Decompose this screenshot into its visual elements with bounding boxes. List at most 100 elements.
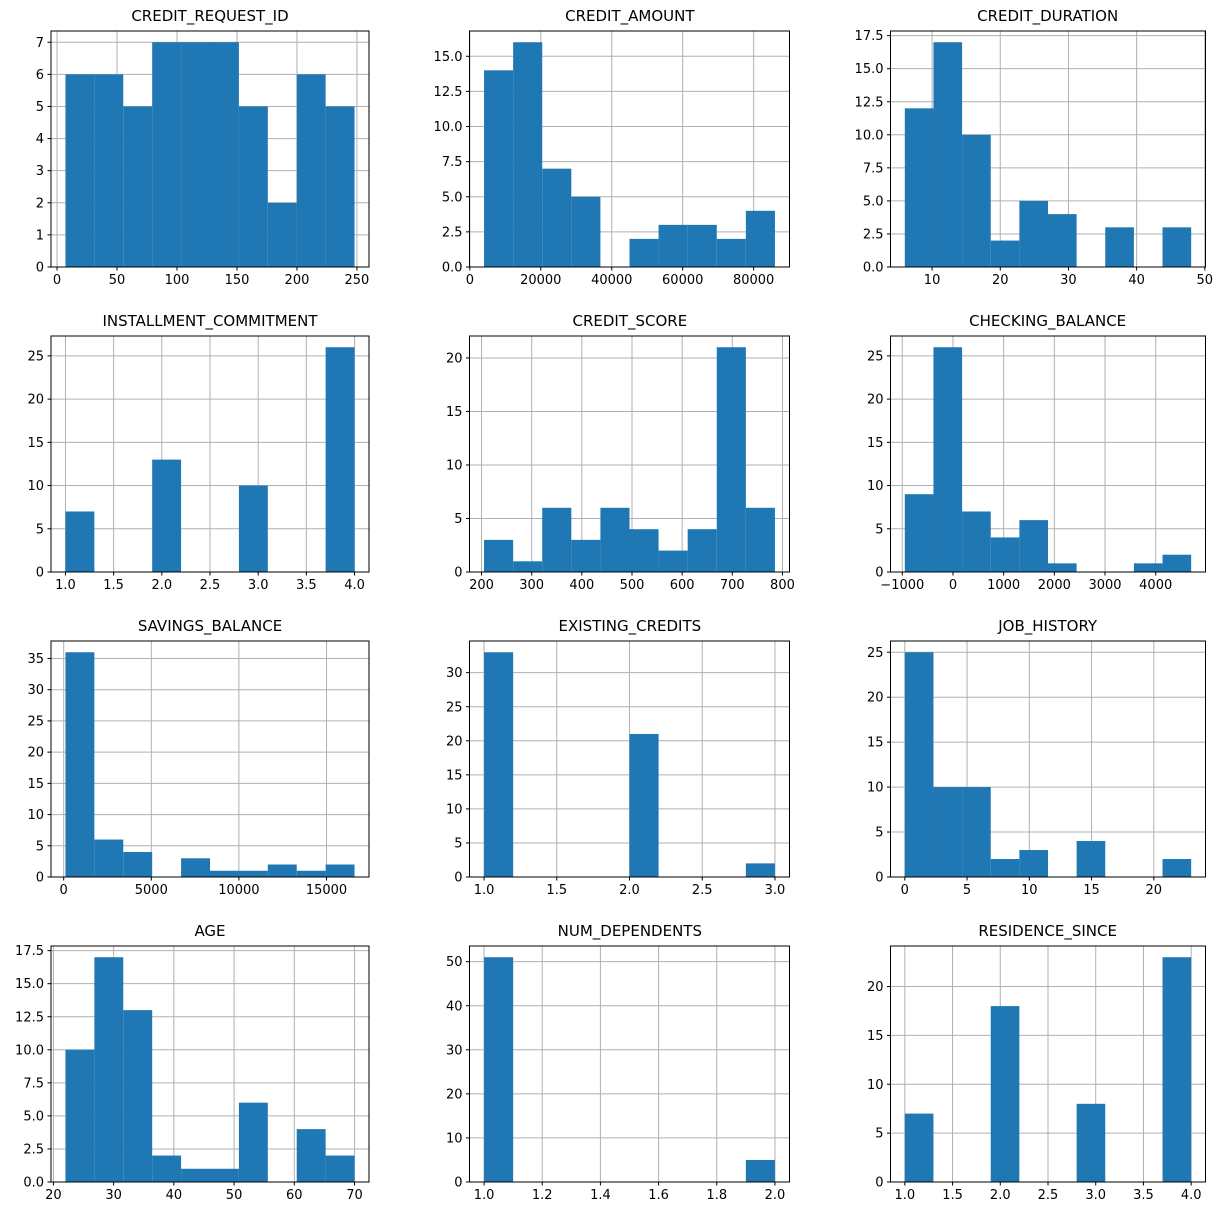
chart-title: SAVINGS_BALANCE bbox=[137, 617, 283, 635]
x-tick-label: 800 bbox=[770, 578, 795, 593]
histogram-bar bbox=[65, 74, 95, 267]
y-tick-label: 10 bbox=[27, 479, 44, 494]
y-tick-label: 3 bbox=[36, 164, 44, 179]
y-tick-label: 0 bbox=[455, 871, 463, 886]
y-tick-label: 25 bbox=[27, 349, 44, 364]
x-tick-label: 200 bbox=[469, 578, 494, 593]
histogram-bar bbox=[990, 1006, 1020, 1182]
y-tick-label: 35 bbox=[27, 652, 44, 667]
y-tick-label: 0 bbox=[455, 566, 463, 581]
x-tick-label: 1.5 bbox=[547, 883, 568, 898]
y-tick-label: 15 bbox=[446, 405, 463, 420]
histogram-credit-request-id: CREDIT_REQUEST_ID 0 50 100 150 200 250 0 1 2 3 4 5 6… bbox=[0, 0, 410, 305]
chart-title: CREDIT_REQUEST_ID bbox=[131, 7, 289, 25]
histogram-bar bbox=[1162, 957, 1191, 1182]
histogram-plot: 0 5000 10000 15000 0 5 10 15 20 25 30 35 bbox=[27, 640, 370, 898]
histogram-bar bbox=[181, 42, 210, 267]
x-tick-label: 70 bbox=[346, 1188, 363, 1203]
x-tick-label: 3000 bbox=[1088, 578, 1121, 593]
x-tick-label: 250 bbox=[345, 273, 370, 288]
histogram-bar bbox=[94, 839, 124, 877]
y-tick-label: 17.5 bbox=[854, 29, 883, 44]
axes-frame bbox=[50, 30, 370, 268]
x-tick-label: 10000 bbox=[218, 883, 259, 898]
x-tick-label: 1.0 bbox=[894, 1188, 915, 1203]
y-tick-label: 2.5 bbox=[862, 227, 883, 242]
histogram-bar bbox=[94, 957, 124, 1182]
histogram-bar bbox=[1162, 859, 1191, 877]
y-tick-label: 15 bbox=[867, 1029, 884, 1044]
x-tick-label: 0 bbox=[948, 578, 956, 593]
histogram-bar bbox=[961, 787, 991, 877]
histogram-bar bbox=[1019, 850, 1048, 877]
histogram-bar bbox=[1076, 1103, 1105, 1182]
histogram-bar bbox=[325, 347, 355, 572]
histogram-installment-commitment: INSTALLMENT_COMMITMENT 1.0 1.5 2.0 2.5 3.0 3.… bbox=[0, 305, 410, 610]
y-tick-label: 2.5 bbox=[23, 1142, 44, 1157]
y-tick-label: 0 bbox=[875, 566, 883, 581]
histogram-plot: 1.0 1.5 2.0 2.5 3.0 3.5 4.0 0 5 10 15 20 bbox=[867, 945, 1206, 1203]
histogram-credit-amount: CREDIT_AMOUNT 0 20000 40000 60000 80000 0.0 2.… bbox=[410, 0, 820, 305]
histogram-residence-since: RESIDENCE_SINCE 1.0 1.5 2.0 2.5 3.0 3.5 4.0 0 5 1… bbox=[821, 915, 1231, 1220]
x-tick-label: 1.4 bbox=[590, 1188, 611, 1203]
histogram-bar bbox=[542, 507, 572, 572]
x-tick-label: 20 bbox=[1145, 883, 1162, 898]
histogram-bar bbox=[688, 529, 718, 572]
y-tick-label: 0 bbox=[36, 261, 44, 276]
y-tick-label: 0 bbox=[36, 566, 44, 581]
y-tick-label: 0 bbox=[875, 871, 883, 886]
histogram-bar bbox=[65, 1049, 95, 1182]
histogram-bar bbox=[629, 238, 659, 267]
histogram-bar bbox=[238, 870, 268, 877]
x-tick-label: 40000 bbox=[591, 273, 632, 288]
x-tick-label: 40 bbox=[166, 1188, 183, 1203]
y-tick-label: 10 bbox=[867, 781, 884, 796]
y-tick-label: 5.0 bbox=[23, 1109, 44, 1124]
histogram-bar bbox=[296, 1129, 326, 1182]
x-tick-label: 200 bbox=[285, 273, 310, 288]
axes-frame bbox=[50, 640, 370, 878]
histogram-bar bbox=[542, 168, 572, 267]
histogram-bar bbox=[123, 1010, 153, 1182]
y-tick-label: 20 bbox=[27, 746, 44, 761]
x-tick-label: 100 bbox=[165, 273, 190, 288]
chart-title: CREDIT_DURATION bbox=[977, 7, 1119, 25]
x-tick-label: 4.0 bbox=[1181, 1188, 1202, 1203]
histogram-plot: 0 5 10 15 20 0 5 10 15 20 25 bbox=[867, 640, 1206, 898]
y-tick-label: 15 bbox=[867, 436, 884, 451]
histogram-bar bbox=[484, 70, 514, 267]
y-tick-label: 5 bbox=[36, 839, 44, 854]
x-tick-label: 2.0 bbox=[765, 1188, 786, 1203]
x-tick-label: 10 bbox=[1021, 883, 1038, 898]
chart-title: CREDIT_AMOUNT bbox=[565, 7, 695, 25]
histogram-bar bbox=[990, 240, 1020, 267]
x-tick-label: 5000 bbox=[135, 883, 168, 898]
x-tick-label: 0 bbox=[466, 273, 474, 288]
y-tick-label: 7.5 bbox=[862, 161, 883, 176]
histogram-bar bbox=[717, 347, 747, 572]
histogram-bar bbox=[238, 1102, 268, 1182]
histogram-bar bbox=[123, 852, 153, 877]
axes-frame bbox=[469, 335, 791, 573]
x-tick-label: 5 bbox=[963, 883, 971, 898]
x-tick-label: 2.5 bbox=[200, 578, 221, 593]
x-tick-label: 1000 bbox=[987, 578, 1020, 593]
histogram-bar bbox=[933, 347, 962, 572]
histogram-credit-score: CREDIT_SCORE 200 300 400 500 600 700 800 0 5 10 15… bbox=[410, 305, 820, 610]
y-tick-label: 25 bbox=[446, 700, 463, 715]
axes-frame bbox=[889, 30, 1206, 268]
x-tick-label: 2.5 bbox=[692, 883, 713, 898]
x-tick-label: 1.6 bbox=[649, 1188, 670, 1203]
histogram-bar bbox=[238, 106, 268, 267]
y-tick-label: 25 bbox=[27, 714, 44, 729]
x-tick-label: 3.5 bbox=[296, 578, 317, 593]
histogram-bar bbox=[1019, 200, 1048, 267]
histogram-bar bbox=[484, 957, 514, 1182]
histogram-bar bbox=[94, 74, 124, 267]
y-tick-label: 20 bbox=[446, 351, 463, 366]
y-tick-label: 25 bbox=[867, 646, 884, 661]
histogram-bar bbox=[746, 863, 776, 877]
y-tick-label: 20 bbox=[867, 691, 884, 706]
x-tick-label: 150 bbox=[225, 273, 250, 288]
